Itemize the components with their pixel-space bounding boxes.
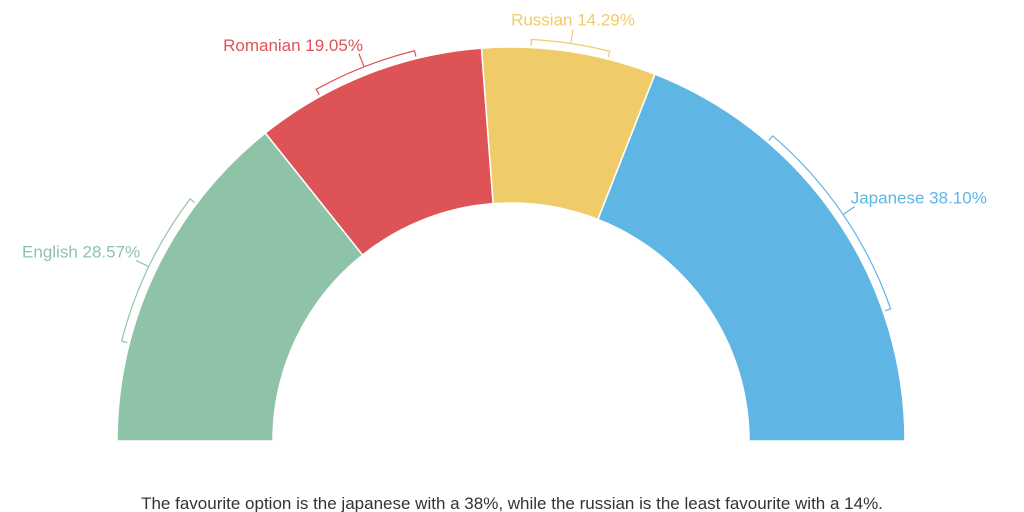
label-english: English 28.57%	[22, 243, 140, 262]
label-russian: Russian 14.29%	[511, 11, 635, 30]
bracket-japanese	[768, 135, 892, 312]
label-romanian: Romanian 19.05%	[223, 36, 363, 55]
label-japanese: Japanese 38.10%	[851, 189, 987, 208]
leader-english	[135, 259, 150, 268]
bracket-russian	[530, 38, 611, 58]
leader-russian	[570, 29, 574, 44]
leader-romanian	[358, 53, 365, 68]
leader-japanese	[842, 206, 856, 216]
bracket-romanian	[315, 50, 417, 95]
chart-caption: The favourite option is the japanese wit…	[141, 494, 883, 512]
slice-japanese	[596, 73, 906, 442]
bracket-english	[120, 198, 196, 344]
slice-english	[116, 131, 364, 442]
